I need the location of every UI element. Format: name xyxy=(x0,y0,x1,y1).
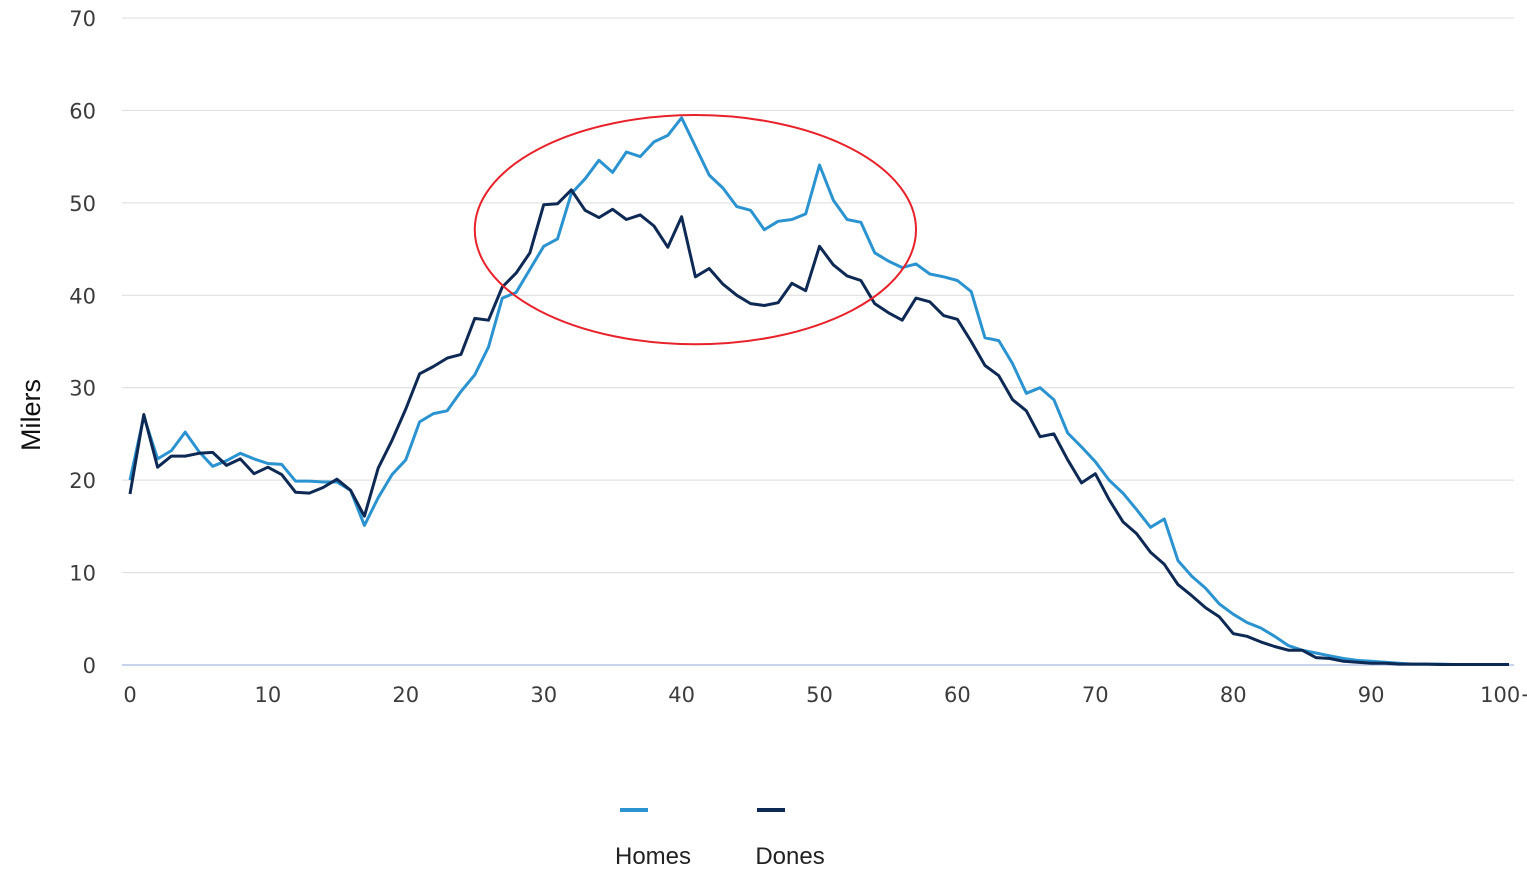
x-tick-label: 10 xyxy=(255,683,282,707)
y-tick-label: 50 xyxy=(69,192,96,216)
series-line-dones xyxy=(128,188,1509,666)
legend-label: Homes xyxy=(615,843,691,870)
y-tick-label: 10 xyxy=(69,562,96,586)
highlight-ellipse xyxy=(473,114,918,346)
x-tick-label: 100+ xyxy=(1480,683,1527,707)
series xyxy=(128,116,1509,666)
legend-label: Dones xyxy=(755,843,824,870)
legend: Homes Dones xyxy=(615,808,825,870)
x-tick-label: 30 xyxy=(530,683,557,707)
y-axis-title: Milers xyxy=(16,379,46,451)
y-tick-label: 60 xyxy=(69,99,96,123)
y-tick-label: 40 xyxy=(69,284,96,308)
x-tick-label: 90 xyxy=(1358,683,1385,707)
grid xyxy=(122,17,1514,666)
y-tick-label: 20 xyxy=(69,469,96,493)
x-tick-label: 60 xyxy=(944,683,971,707)
y-tick-label: 70 xyxy=(69,7,96,31)
y-tick-label: 30 xyxy=(69,377,96,401)
x-tick-label: 80 xyxy=(1220,683,1247,707)
y-tick-label: 0 xyxy=(83,654,96,678)
x-axis-ticks: 0 10 20 30 40 50 60 70 80 90 100+ xyxy=(123,683,1527,707)
series-line-homes xyxy=(128,116,1509,666)
x-tick-label: 0 xyxy=(123,683,136,707)
x-tick-label: 40 xyxy=(668,683,695,707)
x-tick-label: 70 xyxy=(1082,683,1109,707)
x-tick-label: 50 xyxy=(806,683,833,707)
x-tick-label: 20 xyxy=(392,683,419,707)
y-axis-ticks: 0 10 20 30 40 50 60 70 xyxy=(69,7,96,678)
